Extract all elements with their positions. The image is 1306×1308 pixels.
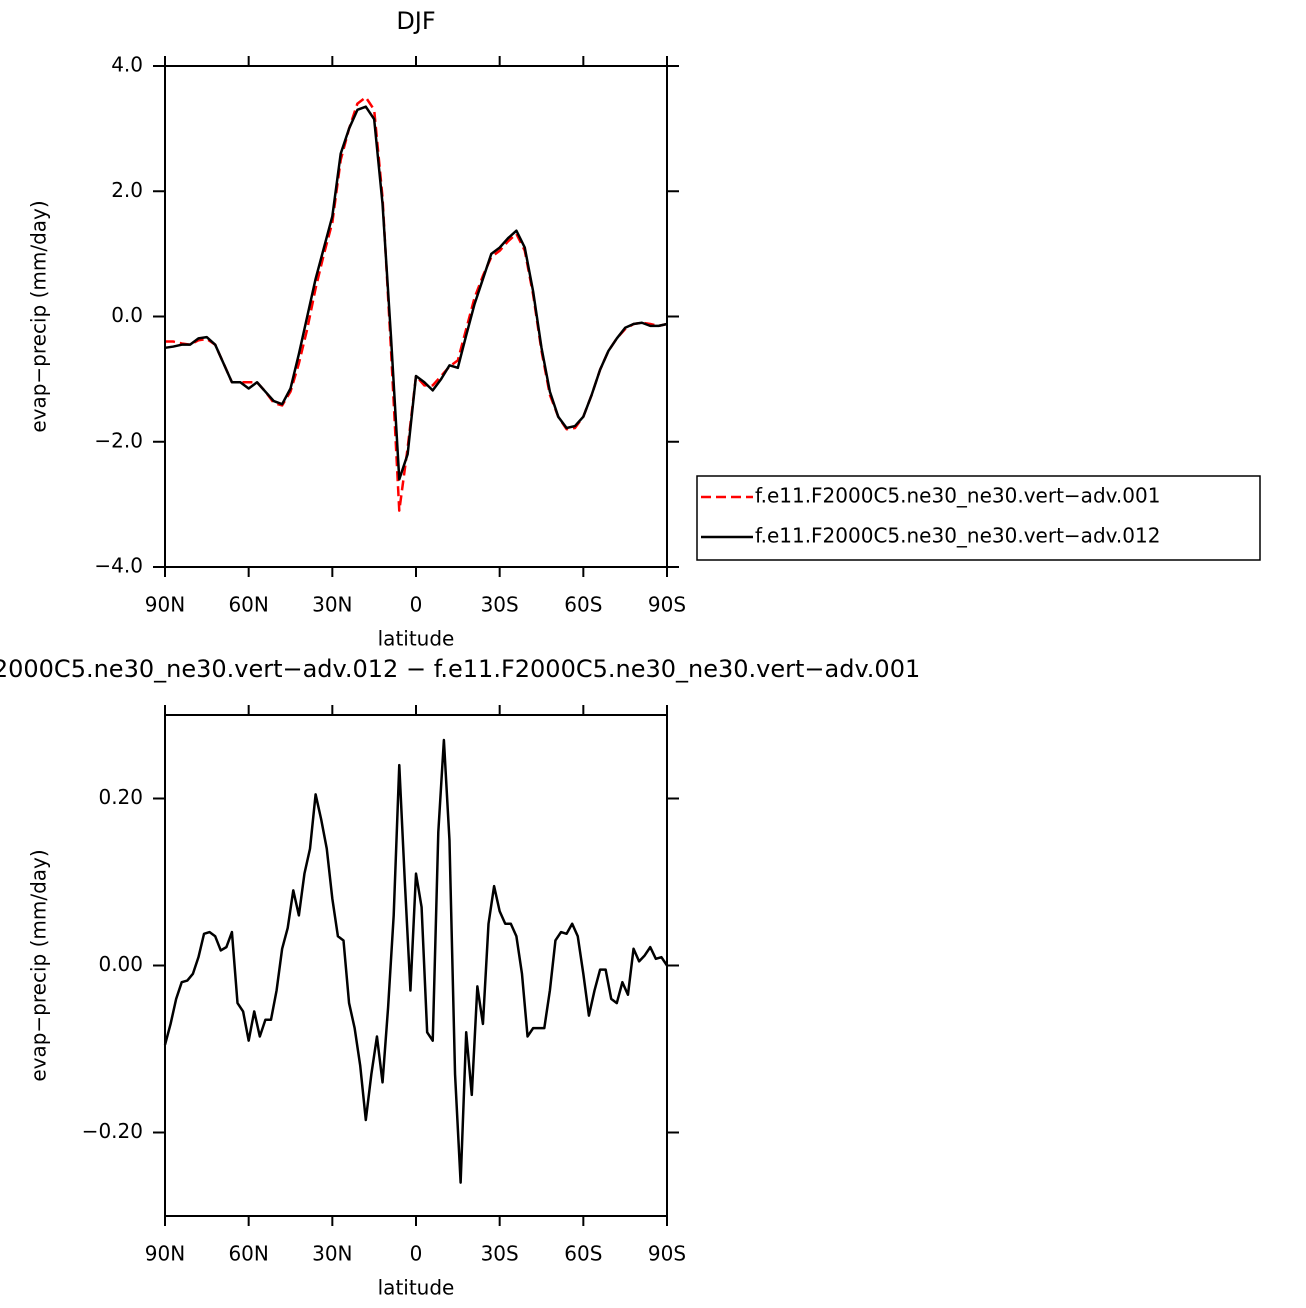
- y-axis-title: evap−precip (mm/day): [27, 849, 51, 1081]
- y-tick-label: −2.0: [94, 428, 143, 452]
- x-tick-label: 90S: [648, 1242, 686, 1266]
- x-tick-label: 60S: [564, 593, 602, 617]
- y-tick-label: −0.20: [82, 1119, 143, 1143]
- y-tick-label: −4.0: [94, 554, 143, 578]
- legend-label: f.e11.F2000C5.ne30_ne30.vert−adv.012: [755, 524, 1160, 548]
- x-tick-label: 0: [410, 1242, 423, 1266]
- x-tick-label: 90N: [145, 593, 185, 617]
- y-tick-label: 0.00: [98, 952, 143, 976]
- x-tick-label: 0: [410, 593, 423, 617]
- data-line: [165, 96, 668, 512]
- x-tick-label: 30N: [312, 1242, 352, 1266]
- y-tick-label: 0.0: [111, 303, 143, 327]
- x-tick-label: 90N: [145, 1242, 185, 1266]
- legend-box: [696, 475, 1261, 561]
- x-axis-title: latitude: [378, 627, 455, 651]
- data-line: [163, 738, 669, 1184]
- plot-frame: [164, 65, 668, 568]
- x-tick-label: 60N: [228, 593, 268, 617]
- x-tick-label: 90S: [648, 593, 686, 617]
- x-axis-title: latitude: [378, 1276, 455, 1300]
- legend-label: f.e11.F2000C5.ne30_ne30.vert−adv.001: [755, 484, 1160, 508]
- plot-frame: [164, 714, 668, 1217]
- y-tick-label: 4.0: [111, 53, 143, 77]
- x-tick-label: 60S: [564, 1242, 602, 1266]
- y-axis-title: evap−precip (mm/day): [27, 200, 51, 432]
- x-tick-label: 30S: [481, 1242, 519, 1266]
- x-tick-label: 30S: [481, 593, 519, 617]
- y-tick-label: 2.0: [111, 178, 143, 202]
- x-tick-label: 60N: [228, 1242, 268, 1266]
- chart-title: f.e11.F2000C5.ne30_ne30.vert−adv.012 − f…: [0, 655, 920, 683]
- chart-title: DJF: [396, 7, 435, 35]
- y-tick-label: 0.20: [98, 785, 143, 809]
- x-tick-label: 30N: [312, 593, 352, 617]
- data-line: [164, 105, 668, 481]
